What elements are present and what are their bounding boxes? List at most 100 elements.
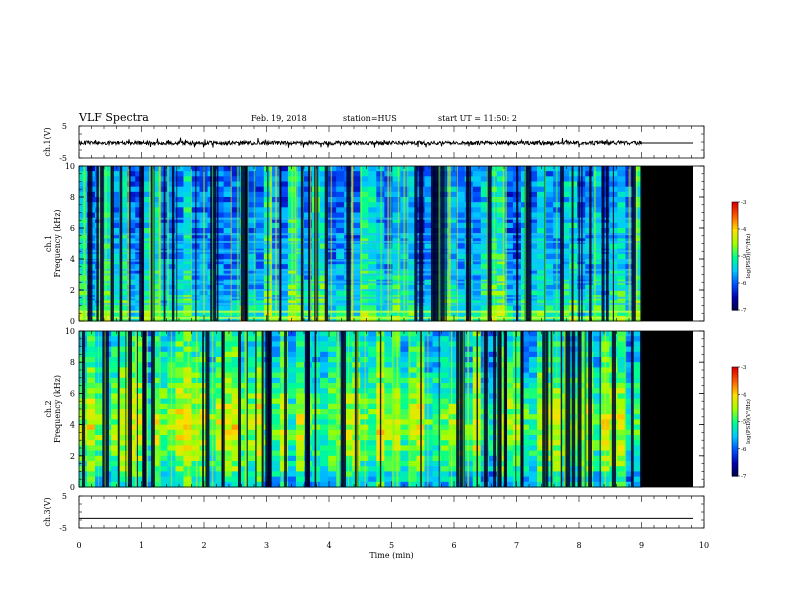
spectrogram-cell — [111, 362, 120, 368]
spectrogram-cell — [167, 290, 177, 296]
spectrogram-cell — [448, 217, 458, 224]
spectrogram-cell — [529, 228, 538, 234]
spectrogram-cell — [625, 357, 635, 363]
spectrogram-cell — [360, 481, 369, 488]
spectrogram-cell — [183, 305, 193, 312]
spectrogram-cell — [103, 264, 112, 270]
spectrogram-cell — [103, 274, 112, 281]
spectrogram-cell — [215, 476, 225, 483]
spectrogram-cell — [384, 377, 393, 384]
spectrogram-cell — [440, 424, 450, 431]
spectrogram-cell — [504, 284, 514, 291]
spectrogram-cell — [448, 461, 458, 467]
spectrogram-cell — [529, 259, 538, 265]
spectrogram-cell — [143, 202, 152, 208]
spectrogram-cell — [504, 367, 514, 374]
colorbar-segment — [732, 296, 738, 300]
spectrogram-cell — [295, 269, 305, 276]
spectrogram-cell — [384, 362, 393, 368]
spectrogram-cell — [295, 305, 305, 312]
spectrogram-cell — [384, 341, 393, 348]
spectrogram-cell — [119, 186, 128, 193]
spectrogram-cell — [360, 450, 369, 457]
spectrogram-cell — [271, 331, 281, 337]
spectrogram-cell — [271, 414, 281, 420]
spectrogram-cell — [119, 259, 128, 265]
spectrogram-cell — [320, 212, 329, 219]
spectrogram-cell — [255, 357, 265, 363]
spectrogram-cell — [496, 171, 506, 177]
spectrogram-cell — [633, 424, 643, 431]
spectrogram-cell — [151, 419, 160, 426]
spectrogram-cell — [448, 212, 458, 219]
spectrogram-cell — [336, 290, 345, 296]
spectrogram-cell — [456, 305, 466, 312]
spectrogram-cell — [368, 466, 377, 472]
spectrogram-cell — [336, 171, 345, 177]
spectrogram-streak — [631, 166, 636, 321]
spectrogram-cell — [167, 228, 177, 234]
spectrogram-cell — [215, 284, 225, 291]
spectrogram-streak — [605, 166, 609, 321]
colorbar-segment — [732, 307, 738, 311]
spectrogram-cell — [512, 461, 522, 467]
spectrogram-cell — [255, 403, 265, 410]
spectrogram-cell — [480, 290, 490, 296]
spectrogram-cell — [480, 259, 490, 265]
spectrogram-cell — [448, 197, 458, 203]
spectrogram-cell — [215, 233, 225, 239]
colorbar-segment — [732, 462, 738, 466]
spectrogram-cell — [247, 197, 257, 203]
spectrogram-cell — [633, 274, 643, 281]
spectrogram-cell — [119, 284, 128, 291]
spectrogram-cell — [320, 336, 329, 342]
spectrogram-cell — [368, 435, 377, 441]
spectrogram-cell — [537, 466, 546, 472]
spectrogram-cell — [360, 305, 369, 312]
spectrogram-cell — [175, 305, 185, 312]
spectrogram-cell — [472, 310, 482, 317]
spectrogram-streak — [330, 166, 333, 321]
spectrogram-cell — [159, 403, 168, 410]
spectrogram-cell — [424, 176, 434, 183]
spectrogram-cell — [384, 419, 393, 426]
spectrogram-streak — [438, 166, 441, 321]
spectrogram-cell — [512, 388, 522, 394]
spectrogram-cell — [223, 336, 233, 342]
spectrogram-cell — [167, 233, 177, 239]
spectrogram-cell — [545, 372, 554, 379]
spectrogram-cell — [223, 228, 233, 234]
spectrogram-cell — [601, 290, 610, 296]
spectrogram-cell — [191, 429, 201, 436]
spectrogram-cell — [320, 403, 329, 410]
spectrogram-cell — [601, 284, 610, 291]
spectrogram-cell — [111, 274, 120, 281]
spectrogram-cell — [625, 372, 635, 379]
spectrogram-cell — [159, 388, 168, 394]
spectrogram-cell — [255, 186, 265, 193]
spectrogram-cell — [328, 388, 337, 394]
spectrogram-cell — [159, 414, 168, 420]
spectrogram-cell — [625, 351, 635, 358]
spectrogram-cell — [553, 357, 562, 363]
spectrogram-cell — [392, 228, 402, 234]
spectrogram-streak — [392, 331, 395, 487]
spectrogram-streak — [542, 331, 546, 487]
spectrogram-cell — [392, 290, 402, 296]
spectrogram-cell — [633, 259, 643, 265]
spectrogram-cell — [135, 409, 144, 415]
spectrogram-cell — [408, 419, 418, 426]
spectrogram-cell — [512, 351, 522, 358]
spectrogram-cell — [480, 202, 490, 208]
spectrogram-streak — [578, 166, 580, 321]
spectrogram-cell — [601, 310, 610, 317]
spectrogram-cell — [424, 409, 434, 415]
spectrogram-cell — [617, 202, 627, 208]
spectrogram-cell — [336, 207, 345, 214]
spectrogram-cell — [127, 171, 136, 177]
spectrogram-cell — [215, 388, 225, 394]
spectrogram-cell — [135, 341, 144, 348]
spectrogram-cell — [231, 243, 241, 250]
spectrogram-cell — [496, 212, 506, 219]
spectrogram-cell — [159, 346, 168, 353]
